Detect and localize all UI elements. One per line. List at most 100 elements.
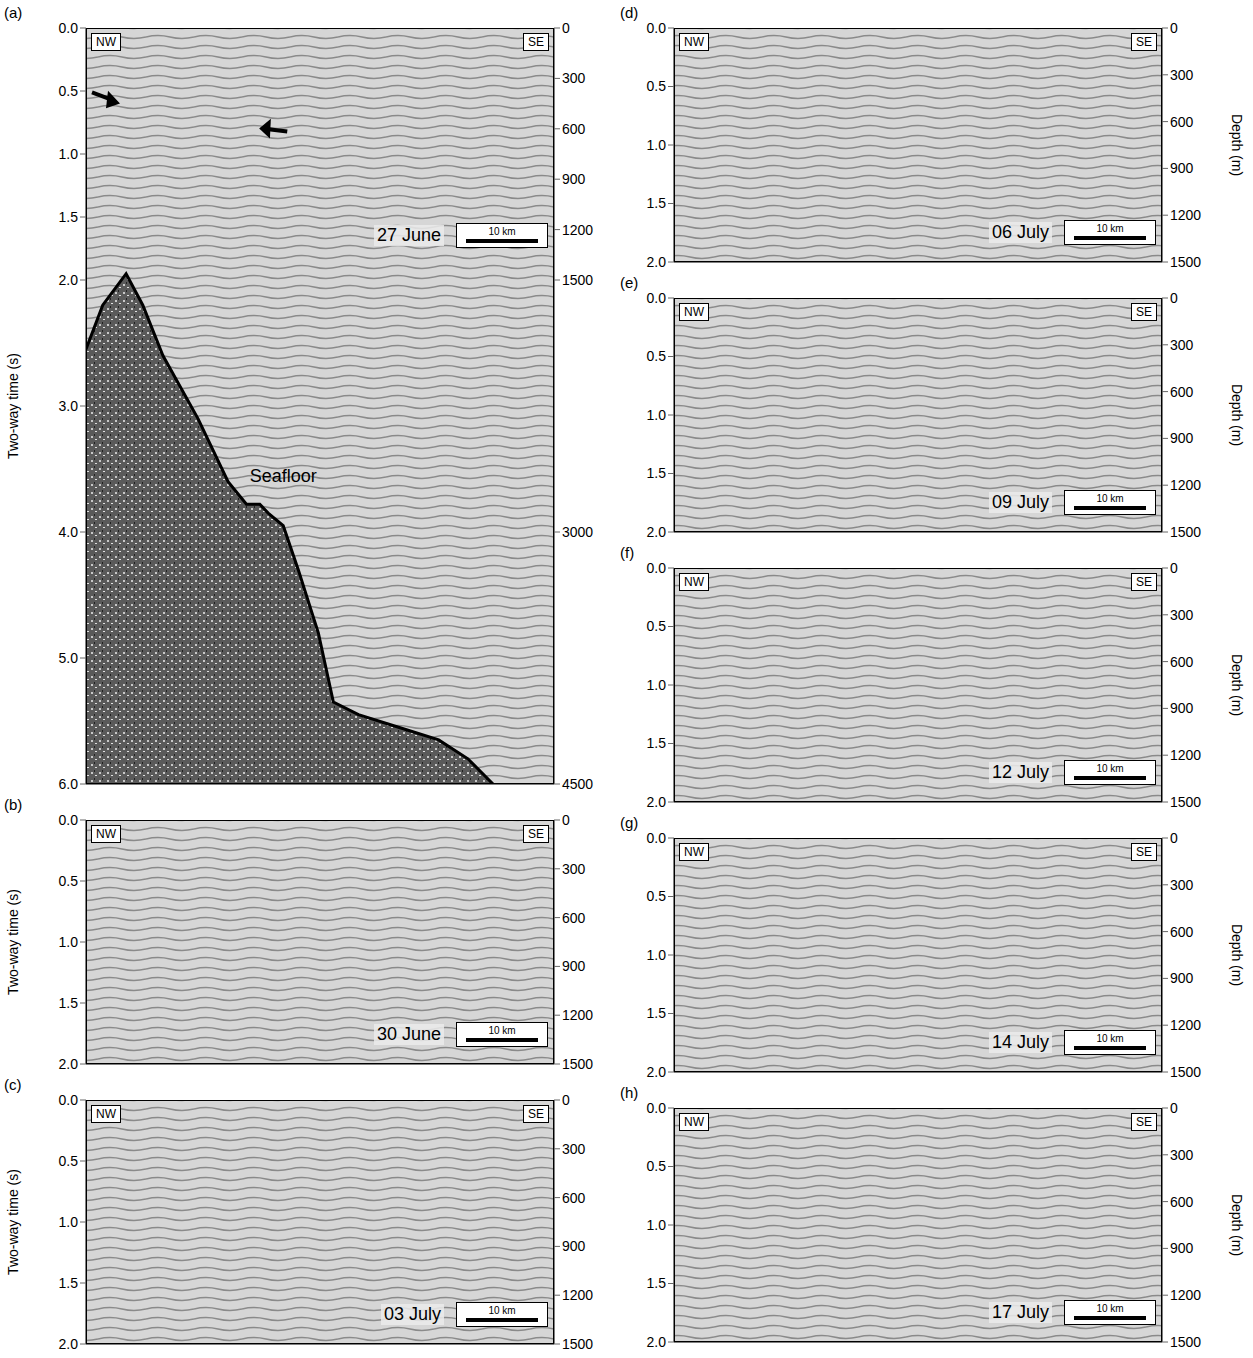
svg-text:Two-way time (s): Two-way time (s) — [5, 889, 21, 995]
svg-text:Two-way time (s): Two-way time (s) — [5, 1169, 21, 1275]
svg-text:300: 300 — [1170, 607, 1194, 623]
svg-text:1200: 1200 — [1170, 1287, 1201, 1303]
svg-text:1500: 1500 — [1170, 254, 1201, 270]
svg-text:600: 600 — [562, 1190, 586, 1206]
svg-text:300: 300 — [1170, 67, 1194, 83]
svg-text:0: 0 — [562, 20, 570, 36]
svg-text:1200: 1200 — [562, 1287, 593, 1303]
svg-text:0.5: 0.5 — [647, 348, 667, 364]
svg-text:600: 600 — [562, 121, 586, 137]
svg-text:0.5: 0.5 — [59, 1153, 79, 1169]
svg-text:600: 600 — [1170, 654, 1194, 670]
svg-text:900: 900 — [1170, 160, 1194, 176]
svg-text:1.0: 1.0 — [647, 407, 667, 423]
svg-text:0.5: 0.5 — [59, 83, 79, 99]
svg-text:1200: 1200 — [1170, 207, 1201, 223]
svg-text:1500: 1500 — [562, 1336, 593, 1352]
svg-text:1.5: 1.5 — [59, 1275, 79, 1291]
svg-text:600: 600 — [1170, 1194, 1194, 1210]
svg-text:1.0: 1.0 — [647, 677, 667, 693]
svg-text:1.0: 1.0 — [647, 137, 667, 153]
svg-text:1200: 1200 — [1170, 1017, 1201, 1033]
svg-text:900: 900 — [1170, 700, 1194, 716]
svg-text:Depth (m): Depth (m) — [1229, 114, 1245, 176]
svg-text:0: 0 — [1170, 290, 1178, 306]
svg-text:900: 900 — [562, 171, 586, 187]
svg-text:2.0: 2.0 — [647, 1064, 667, 1080]
svg-text:1200: 1200 — [1170, 477, 1201, 493]
svg-text:Depth (m): Depth (m) — [1229, 1194, 1245, 1256]
svg-text:0: 0 — [1170, 1100, 1178, 1116]
svg-text:1200: 1200 — [1170, 747, 1201, 763]
svg-text:0.0: 0.0 — [647, 830, 667, 846]
svg-text:300: 300 — [1170, 1147, 1194, 1163]
svg-text:Depth (m): Depth (m) — [1229, 924, 1245, 986]
svg-text:0.5: 0.5 — [647, 1158, 667, 1174]
svg-text:1.0: 1.0 — [59, 1214, 79, 1230]
svg-text:5.0: 5.0 — [59, 650, 79, 666]
svg-text:0: 0 — [1170, 830, 1178, 846]
svg-text:0.0: 0.0 — [647, 290, 667, 306]
svg-text:1.5: 1.5 — [647, 195, 667, 211]
svg-text:300: 300 — [1170, 877, 1194, 893]
svg-text:1.5: 1.5 — [647, 465, 667, 481]
svg-text:3000: 3000 — [562, 524, 593, 540]
svg-text:1500: 1500 — [562, 272, 593, 288]
svg-text:6.0: 6.0 — [59, 776, 79, 792]
svg-text:1.0: 1.0 — [647, 947, 667, 963]
svg-text:900: 900 — [1170, 430, 1194, 446]
svg-text:0.0: 0.0 — [647, 20, 667, 36]
svg-text:4.0: 4.0 — [59, 524, 79, 540]
svg-text:600: 600 — [1170, 924, 1194, 940]
svg-text:900: 900 — [562, 958, 586, 974]
svg-text:1.5: 1.5 — [647, 1005, 667, 1021]
svg-text:0.0: 0.0 — [647, 1100, 667, 1116]
svg-text:1500: 1500 — [1170, 794, 1201, 810]
svg-text:300: 300 — [562, 1141, 586, 1157]
svg-text:2.0: 2.0 — [647, 254, 667, 270]
svg-text:900: 900 — [562, 1238, 586, 1254]
svg-text:1500: 1500 — [1170, 1064, 1201, 1080]
svg-text:0.5: 0.5 — [59, 873, 79, 889]
svg-text:1.0: 1.0 — [59, 934, 79, 950]
svg-text:3.0: 3.0 — [59, 398, 79, 414]
svg-text:1.0: 1.0 — [647, 1217, 667, 1233]
svg-text:600: 600 — [1170, 114, 1194, 130]
svg-text:1500: 1500 — [1170, 524, 1201, 540]
svg-text:1.5: 1.5 — [59, 209, 79, 225]
svg-text:2.0: 2.0 — [647, 794, 667, 810]
svg-text:1200: 1200 — [562, 1007, 593, 1023]
svg-text:300: 300 — [562, 70, 586, 86]
svg-text:300: 300 — [562, 861, 586, 877]
svg-text:0.0: 0.0 — [59, 812, 79, 828]
svg-text:600: 600 — [562, 910, 586, 926]
svg-text:1500: 1500 — [1170, 1334, 1201, 1350]
svg-text:4500: 4500 — [562, 776, 593, 792]
svg-text:600: 600 — [1170, 384, 1194, 400]
svg-text:300: 300 — [1170, 337, 1194, 353]
svg-text:2.0: 2.0 — [59, 272, 79, 288]
svg-text:2.0: 2.0 — [59, 1056, 79, 1072]
svg-text:Depth (m): Depth (m) — [1229, 654, 1245, 716]
svg-text:2.0: 2.0 — [647, 524, 667, 540]
svg-text:0.0: 0.0 — [59, 20, 79, 36]
svg-text:0: 0 — [562, 812, 570, 828]
svg-text:Depth (m): Depth (m) — [1229, 384, 1245, 446]
svg-text:0.0: 0.0 — [59, 1092, 79, 1108]
svg-text:900: 900 — [1170, 970, 1194, 986]
svg-text:0.5: 0.5 — [647, 888, 667, 904]
svg-text:0.5: 0.5 — [647, 618, 667, 634]
svg-text:2.0: 2.0 — [647, 1334, 667, 1350]
svg-text:900: 900 — [1170, 1240, 1194, 1256]
svg-text:1.5: 1.5 — [647, 1275, 667, 1291]
svg-text:1.5: 1.5 — [59, 995, 79, 1011]
svg-text:Two-way time (s): Two-way time (s) — [5, 353, 21, 459]
svg-text:2.0: 2.0 — [59, 1336, 79, 1352]
svg-text:0: 0 — [562, 1092, 570, 1108]
svg-text:0.0: 0.0 — [647, 560, 667, 576]
svg-text:0: 0 — [1170, 560, 1178, 576]
svg-text:1.0: 1.0 — [59, 146, 79, 162]
svg-text:0.5: 0.5 — [647, 78, 667, 94]
svg-text:1200: 1200 — [562, 222, 593, 238]
svg-text:1500: 1500 — [562, 1056, 593, 1072]
